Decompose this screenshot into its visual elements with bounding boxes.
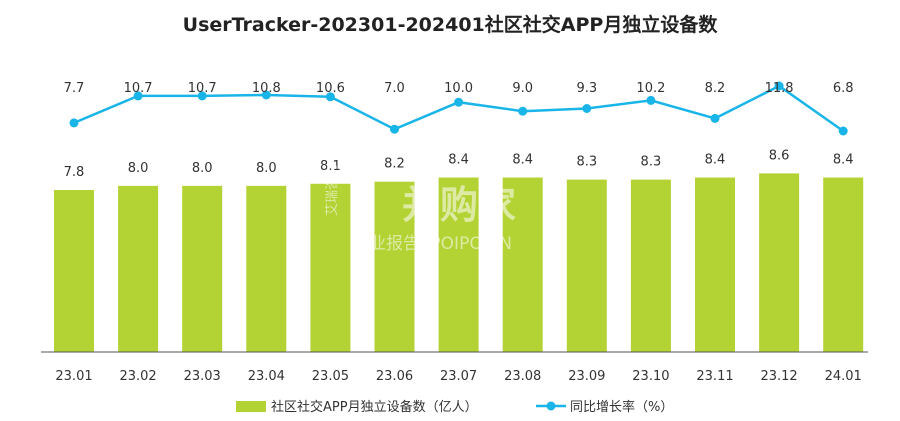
bar-label-23.02: 8.0 [128, 161, 149, 176]
line-point-23.01 [69, 118, 79, 128]
bar-label-23.12: 8.6 [769, 148, 790, 163]
watermark: 艾瑞咨询 并购家 行业报告 IPOIPO.CN [325, 164, 516, 254]
legend-swatch-bar [236, 401, 266, 412]
line-point-24.01 [838, 126, 848, 136]
x-tick-label-24.01: 24.01 [825, 369, 862, 384]
x-tick-label-23.05: 23.05 [312, 369, 349, 384]
bar-label-23.05: 8.1 [320, 159, 341, 174]
legend-label-line: 同比增长率（%） [570, 399, 673, 415]
line-label-23.05: 10.6 [316, 81, 345, 96]
chart-title: UserTracker-202301-202401社区社交APP月独立设备数 [182, 14, 718, 36]
bar-label-23.03: 8.0 [192, 161, 213, 176]
bar-23.11 [695, 177, 735, 352]
x-tick-label-23.09: 23.09 [568, 369, 605, 384]
bar-23.03 [182, 185, 223, 352]
line-label-23.03: 10.7 [188, 81, 217, 96]
bar-23.10 [630, 179, 671, 352]
line-label-23.10: 10.2 [636, 81, 665, 96]
x-tick-label-23.03: 23.03 [184, 369, 221, 384]
line-point-23.07 [454, 97, 464, 107]
bar-label-23.07: 8.4 [448, 153, 469, 168]
line-point-23.05 [325, 92, 335, 102]
line-label-23.04: 10.8 [252, 81, 281, 96]
watermark-sub: 行业报告 IPOIPO.CN [352, 234, 512, 254]
bar-23.08 [502, 177, 543, 352]
line-point-23.06 [390, 124, 399, 134]
bar-23.05 [310, 183, 351, 352]
bar-label-23.08: 8.4 [512, 153, 533, 168]
bar-label-24.01: 8.4 [833, 153, 854, 168]
bar-23.12 [759, 173, 800, 352]
bar-label-23.06: 8.2 [384, 157, 405, 172]
bar-23.07 [438, 177, 479, 352]
x-tick-label-23.11: 23.11 [696, 369, 733, 384]
line-label-23.06: 7.0 [384, 81, 405, 96]
line-point-23.12 [774, 81, 784, 91]
x-tick-label-23.10: 23.10 [632, 369, 669, 384]
line-label-23.08: 9.0 [512, 81, 533, 96]
line-label-24.01: 6.8 [833, 81, 854, 96]
x-tick-label-23.04: 23.04 [248, 369, 285, 384]
line-point-23.11 [710, 113, 720, 123]
line-point-23.09 [582, 104, 592, 113]
legend-label-bar: 社区社交APP月独立设备数（亿人） [271, 399, 478, 415]
x-tick-label-23.07: 23.07 [440, 369, 477, 384]
line-point-23.03 [197, 91, 207, 101]
bar-label-23.01: 7.8 [64, 165, 85, 180]
bar-23.01 [54, 190, 94, 352]
bar-24.01 [823, 177, 864, 352]
bar-23.06 [374, 181, 415, 352]
watermark-main: 并购家 [402, 183, 516, 227]
line-label-23.11: 8.2 [705, 81, 726, 96]
bar-label-23.11: 8.4 [705, 153, 726, 168]
bar-23.04 [246, 185, 287, 352]
legend-swatch-line-marker [546, 401, 556, 411]
line-point-23.08 [518, 106, 528, 116]
bar-label-23.10: 8.3 [641, 155, 662, 170]
x-tick-label-23.06: 23.06 [376, 369, 413, 384]
bar-23.02 [118, 185, 159, 352]
line-label-23.12: 11.8 [765, 81, 794, 96]
x-tick-label-23.08: 23.08 [504, 369, 541, 384]
line-label-23.07: 10.0 [444, 81, 473, 96]
x-tick-label-23.12: 23.12 [760, 369, 797, 384]
watermark-brand: 艾瑞咨询 [325, 164, 340, 216]
bar-label-23.09: 8.3 [576, 155, 597, 170]
line-label-23.02: 10.7 [124, 81, 153, 96]
bar-label-23.04: 8.0 [256, 161, 277, 176]
line-label-23.09: 9.3 [576, 81, 597, 96]
line-point-23.04 [261, 90, 271, 100]
x-tick-label-23.02: 23.02 [119, 369, 156, 384]
x-tick-label-23.01: 23.01 [55, 369, 92, 384]
line-label-23.01: 7.7 [64, 81, 85, 96]
line-point-23.10 [646, 95, 656, 105]
bar-23.09 [566, 179, 607, 352]
line-point-23.02 [133, 91, 143, 101]
